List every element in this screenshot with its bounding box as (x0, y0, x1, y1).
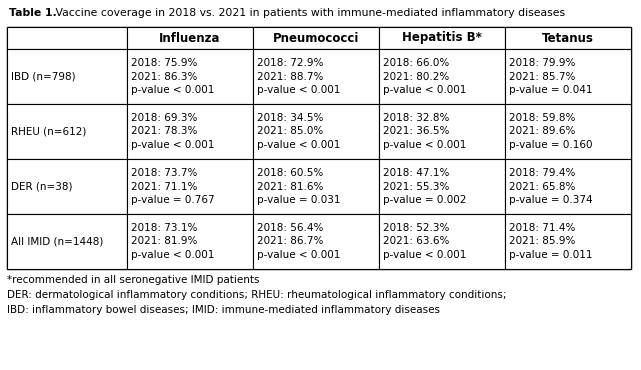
Text: 2021: 63.6%: 2021: 63.6% (383, 236, 449, 246)
Bar (127, 104, 253, 159)
Text: DER: dermatological inflammatory conditions; RHEU: rheumatological inflammatory : DER: dermatological inflammatory conditi… (7, 290, 506, 300)
Bar (379, 214, 505, 269)
Bar (505, 214, 631, 269)
Bar (253, 104, 379, 159)
Text: 2021: 85.9%: 2021: 85.9% (509, 236, 576, 246)
Text: p-value < 0.001: p-value < 0.001 (383, 250, 467, 260)
Text: Tetanus: Tetanus (542, 31, 594, 44)
Text: Influenza: Influenza (159, 31, 221, 44)
Text: 2021: 81.6%: 2021: 81.6% (257, 182, 323, 192)
Text: 2018: 66.0%: 2018: 66.0% (383, 58, 449, 68)
Bar (253, 49, 379, 104)
Bar (253, 27, 379, 49)
Text: 2021: 89.6%: 2021: 89.6% (509, 127, 576, 137)
Text: 2021: 85.0%: 2021: 85.0% (257, 127, 323, 137)
Text: 2018: 73.1%: 2018: 73.1% (131, 223, 197, 233)
Text: 2021: 88.7%: 2021: 88.7% (257, 71, 323, 81)
Text: 2021: 55.3%: 2021: 55.3% (383, 182, 449, 192)
Text: 2021: 36.5%: 2021: 36.5% (383, 127, 449, 137)
Bar (7, 27, 631, 269)
Bar (379, 159, 505, 214)
Text: 2018: 56.4%: 2018: 56.4% (257, 223, 323, 233)
Text: 2018: 59.8%: 2018: 59.8% (509, 113, 576, 123)
Text: 2018: 75.9%: 2018: 75.9% (131, 58, 197, 68)
Bar (7, 214, 127, 269)
Text: 2018: 79.9%: 2018: 79.9% (509, 58, 576, 68)
Text: 2021: 86.3%: 2021: 86.3% (131, 71, 197, 81)
Text: *recommended in all seronegative IMID patients: *recommended in all seronegative IMID pa… (7, 275, 260, 285)
Text: 2018: 69.3%: 2018: 69.3% (131, 113, 197, 123)
Text: p-value = 0.374: p-value = 0.374 (509, 195, 593, 205)
Text: p-value = 0.767: p-value = 0.767 (131, 195, 215, 205)
Text: p-value = 0.041: p-value = 0.041 (509, 85, 592, 95)
Text: IBD (n=798): IBD (n=798) (11, 71, 76, 81)
Text: Vaccine coverage in 2018 vs. 2021 in patients with immune-mediated inflammatory : Vaccine coverage in 2018 vs. 2021 in pat… (52, 8, 565, 18)
Bar (379, 104, 505, 159)
Bar (127, 214, 253, 269)
Text: Hepatitis B*: Hepatitis B* (402, 31, 482, 44)
Text: p-value < 0.001: p-value < 0.001 (257, 85, 340, 95)
Bar (505, 159, 631, 214)
Bar (7, 159, 127, 214)
Bar (505, 104, 631, 159)
Bar (7, 27, 127, 49)
Text: p-value < 0.001: p-value < 0.001 (383, 85, 467, 95)
Bar (379, 49, 505, 104)
Text: p-value = 0.011: p-value = 0.011 (509, 250, 592, 260)
Text: p-value = 0.160: p-value = 0.160 (509, 140, 592, 150)
Bar (127, 49, 253, 104)
Bar (505, 49, 631, 104)
Text: 2018: 34.5%: 2018: 34.5% (257, 113, 323, 123)
Bar (379, 27, 505, 49)
Bar (127, 159, 253, 214)
Text: 2021: 78.3%: 2021: 78.3% (131, 127, 197, 137)
Bar (127, 27, 253, 49)
Text: p-value < 0.001: p-value < 0.001 (131, 140, 214, 150)
Text: Table 1.: Table 1. (9, 8, 57, 18)
Text: p-value < 0.001: p-value < 0.001 (383, 140, 467, 150)
Text: DER (n=38): DER (n=38) (11, 182, 72, 192)
Text: p-value < 0.001: p-value < 0.001 (131, 85, 214, 95)
Text: 2018: 73.7%: 2018: 73.7% (131, 168, 197, 178)
Text: 2021: 80.2%: 2021: 80.2% (383, 71, 449, 81)
Text: IBD: inflammatory bowel diseases; IMID: immune-mediated inflammatory diseases: IBD: inflammatory bowel diseases; IMID: … (7, 305, 440, 315)
Text: 2018: 32.8%: 2018: 32.8% (383, 113, 449, 123)
Text: 2018: 72.9%: 2018: 72.9% (257, 58, 323, 68)
Text: 2018: 71.4%: 2018: 71.4% (509, 223, 576, 233)
Text: p-value = 0.031: p-value = 0.031 (257, 195, 340, 205)
Text: p-value < 0.001: p-value < 0.001 (257, 250, 340, 260)
Text: 2018: 60.5%: 2018: 60.5% (257, 168, 323, 178)
Text: 2021: 65.8%: 2021: 65.8% (509, 182, 576, 192)
Text: All IMID (n=1448): All IMID (n=1448) (11, 236, 103, 246)
Bar (7, 104, 127, 159)
Text: 2018: 52.3%: 2018: 52.3% (383, 223, 449, 233)
Text: p-value < 0.001: p-value < 0.001 (131, 250, 214, 260)
Text: RHEU (n=612): RHEU (n=612) (11, 127, 87, 137)
Text: 2021: 85.7%: 2021: 85.7% (509, 71, 576, 81)
Text: 2021: 71.1%: 2021: 71.1% (131, 182, 197, 192)
Bar (253, 214, 379, 269)
Bar (505, 27, 631, 49)
Text: 2018: 47.1%: 2018: 47.1% (383, 168, 449, 178)
Text: 2021: 81.9%: 2021: 81.9% (131, 236, 197, 246)
Text: p-value < 0.001: p-value < 0.001 (257, 140, 340, 150)
Text: Pneumococci: Pneumococci (273, 31, 359, 44)
Text: 2018: 79.4%: 2018: 79.4% (509, 168, 576, 178)
Text: 2021: 86.7%: 2021: 86.7% (257, 236, 323, 246)
Bar (7, 49, 127, 104)
Bar (253, 159, 379, 214)
Text: p-value = 0.002: p-value = 0.002 (383, 195, 467, 205)
